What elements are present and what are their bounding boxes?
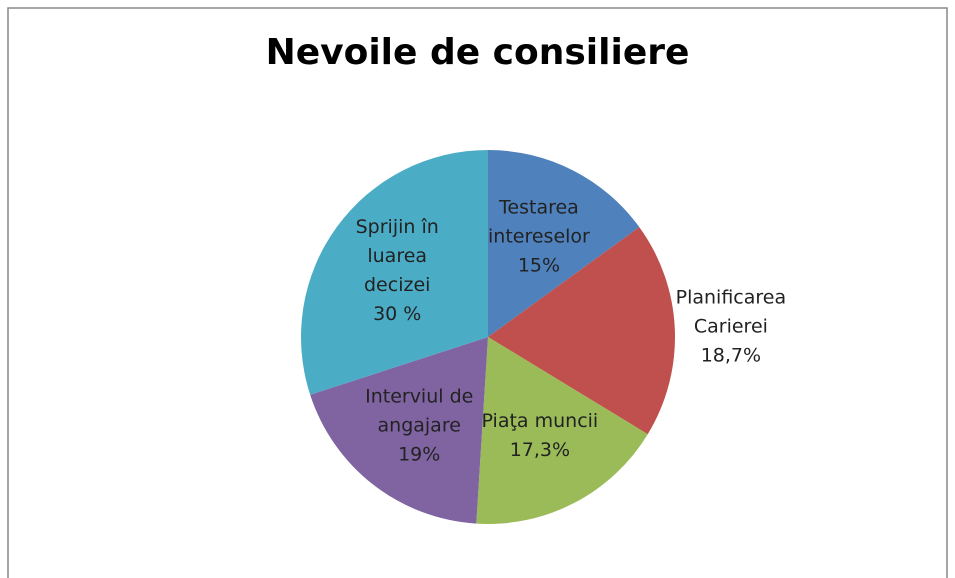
value-label: 19%: [398, 443, 441, 466]
pie-slice: [301, 150, 488, 395]
category-label: Testarea intereselor: [488, 196, 590, 248]
category-label: Interviul de angajare: [365, 385, 474, 437]
slice-label: Testarea intereselor 15%: [474, 194, 604, 281]
pie-slice: [476, 337, 648, 524]
pie-slice: [488, 227, 676, 435]
slice-label: Planificarea Carierei 18,7%: [656, 284, 806, 371]
slice-label: Piaţa muncii 17,3%: [475, 407, 605, 465]
category-label: Planificarea Carierei: [675, 286, 787, 338]
slice-label: Sprijin în luarea decizei 30 %: [332, 213, 462, 329]
pie-slice: [310, 337, 488, 524]
value-label: 30 %: [373, 303, 422, 326]
chart-frame: [7, 7, 948, 578]
category-label: Sprijin în luarea decizei: [355, 216, 439, 297]
category-label: Piaţa muncii: [481, 410, 599, 433]
pie-slice: [488, 150, 640, 337]
value-label: 15%: [517, 254, 561, 277]
slice-label: Interviul de angajare 19%: [354, 382, 484, 469]
value-label: 17,3%: [509, 439, 571, 462]
value-label: 18,7%: [700, 344, 762, 367]
chart-title: Nevoile de consiliere: [265, 32, 690, 73]
